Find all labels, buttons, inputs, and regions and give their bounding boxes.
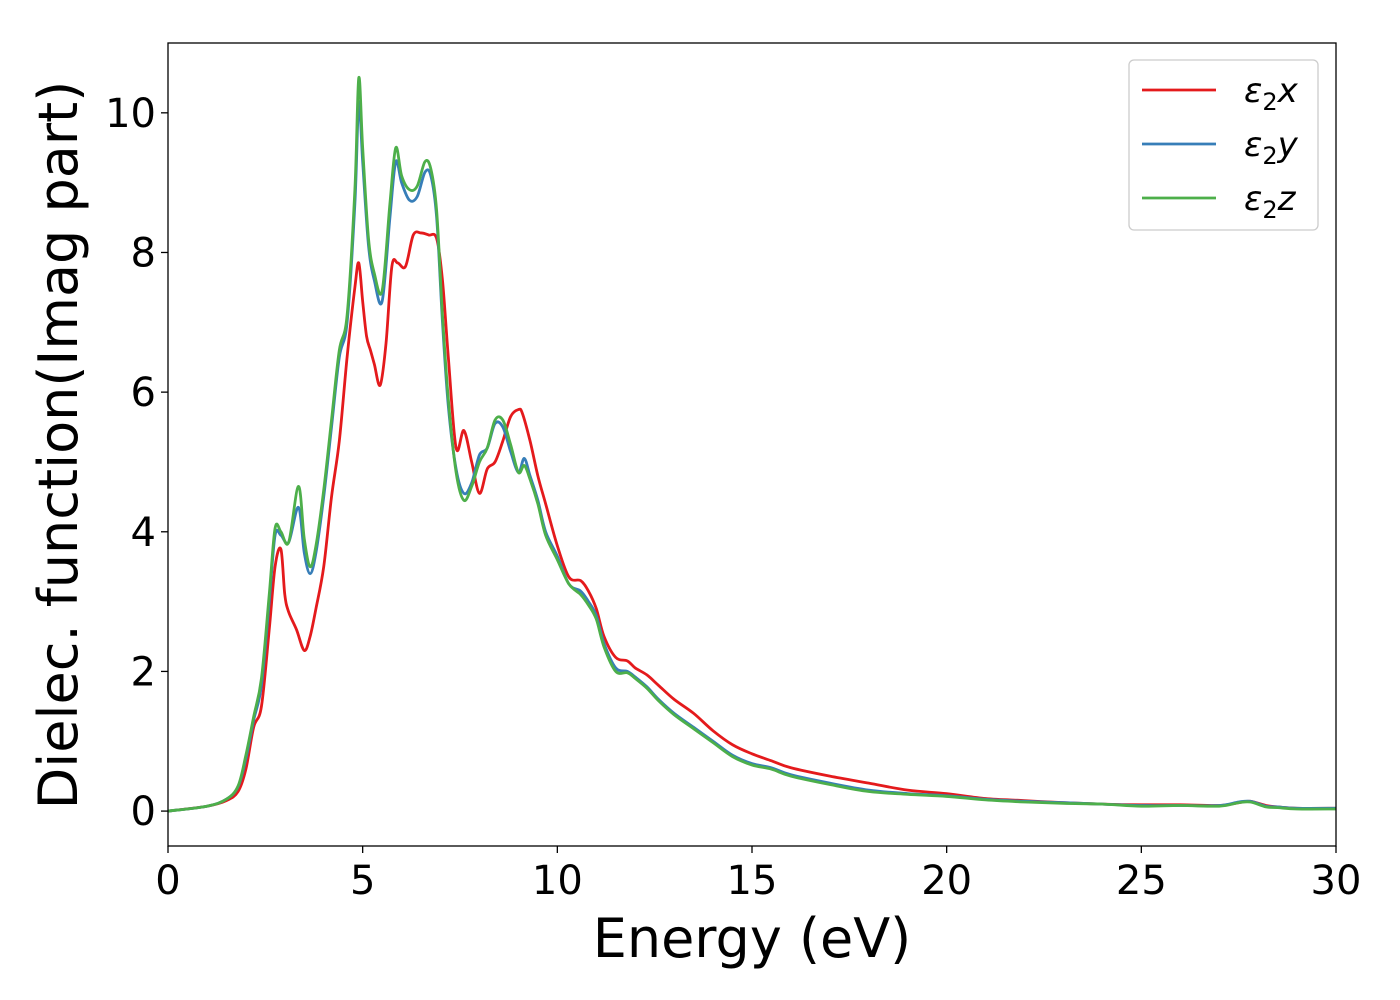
y-axis: 0 2 4 6 8 10 [105,91,168,835]
x-tick-label: 0 [155,858,180,904]
y-axis-label: Dielec. function(Imag part) [27,81,90,810]
x-axis: 0 5 10 15 20 25 30 [155,846,1361,904]
legend-box [1128,59,1319,231]
x-tick-label: 25 [1116,858,1167,904]
series-line-z [168,76,1336,813]
y-tick-label: 4 [131,510,156,556]
x-tick-label: 30 [1311,858,1362,904]
x-tick-label: 10 [532,858,583,904]
x-tick-label: 15 [727,858,778,904]
series-line-x [168,230,1336,813]
y-tick-label: 0 [131,789,156,835]
legend-label-y: ε2y [1244,125,1299,170]
x-tick-label: 5 [350,858,375,904]
y-tick-label: 10 [105,91,156,137]
series-layer [168,76,1336,813]
legend-label-x: ε2x [1244,71,1299,116]
x-axis-label: Energy (eV) [593,907,912,970]
x-tick-label: 20 [921,858,972,904]
y-tick-label: 6 [131,370,156,416]
y-tick-label: 8 [131,230,156,276]
y-tick-label: 2 [131,649,156,695]
legend: ε2x ε2y ε2z [1128,59,1319,231]
legend-label-z: ε2z [1244,179,1297,224]
